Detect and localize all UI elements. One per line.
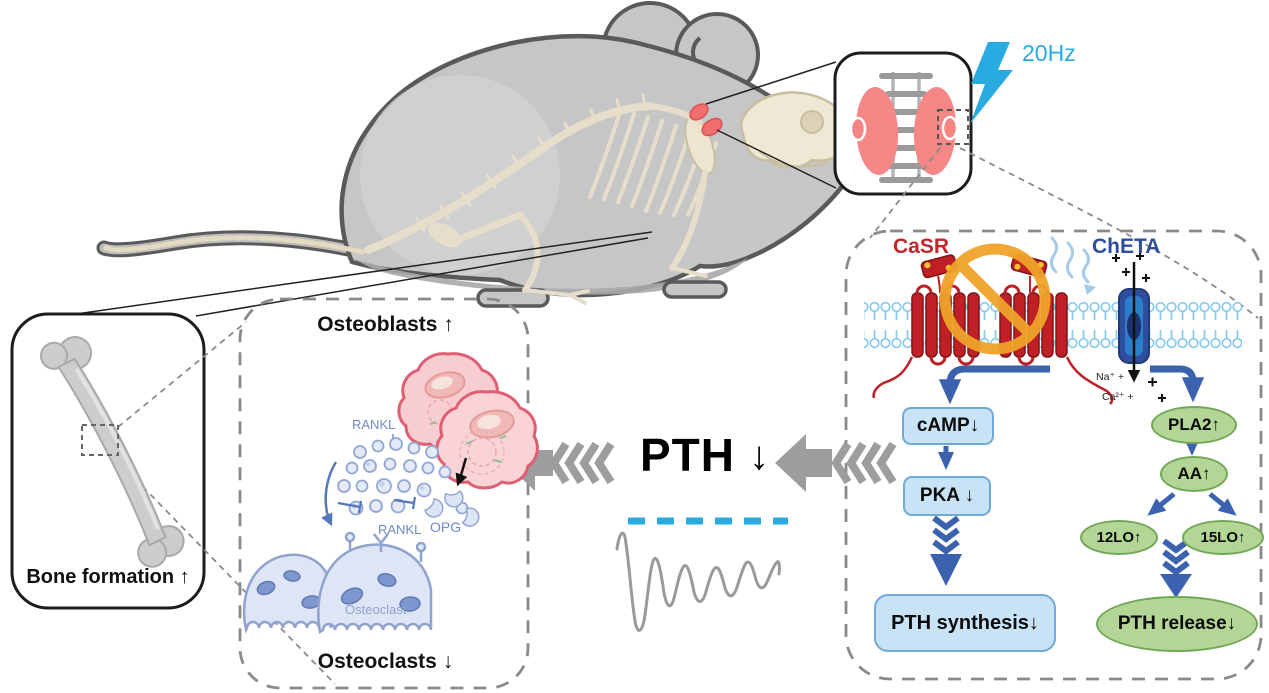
parathyroid-gland-icon [941, 115, 959, 141]
parathyroid-gland-icon [701, 117, 723, 137]
roi-box [937, 109, 969, 145]
camp-node: cAMP↓ [902, 407, 994, 445]
rankl-to-osteoclast-arrow [321, 461, 338, 527]
osteoclast-cell-icon [242, 553, 333, 634]
light-wave-icon [1049, 236, 1096, 295]
pth-waveform-trace [615, 531, 781, 632]
gray-arrow-right-group [775, 434, 897, 492]
pathway-arrow-left [938, 365, 1050, 405]
inhibition-tbar [337, 496, 417, 514]
pathway-panel-frame [844, 229, 1263, 681]
parathyroid-gland-icon [849, 116, 867, 142]
osteoblasts-label: Osteoblasts ↑ [317, 313, 454, 336]
spine [364, 102, 654, 254]
femur-bone [458, 211, 524, 242]
pka-node: PKA ↓ [903, 476, 991, 516]
lo12-node: 12LO↑ [1080, 520, 1158, 555]
mouse-illustration [96, 1, 860, 308]
lo15-node: 15LO↑ [1182, 520, 1264, 555]
cell-panel-frame [238, 297, 530, 690]
pth-text: PTH [640, 429, 735, 481]
parathyroid-gland-icon [689, 103, 709, 121]
mouse-front-foot [662, 280, 728, 299]
pth-release-node: PTH release↓ [1096, 596, 1258, 652]
tail-vertebrae [103, 235, 365, 255]
osteoblast-cell-icon [435, 390, 539, 490]
cheta-label: ChETA [1092, 235, 1161, 258]
mouse-skeleton [103, 91, 855, 305]
pathway-arrow-right [1150, 365, 1205, 403]
osteoclast-cell-icon [317, 543, 433, 635]
opg-molecule-icon [424, 490, 480, 527]
pla2-node: PLA2↑ [1151, 406, 1237, 444]
calcium-ion-label: Ca²⁺ + [1102, 391, 1134, 403]
ribs [588, 110, 718, 217]
osteoblast-to-opg-arrow [455, 457, 468, 487]
thyroid-lobe-right [913, 87, 957, 175]
lightning-bolt-icon [970, 42, 1013, 124]
prohibition-icon [939, 243, 1051, 355]
chevron-arrow-lo-to-release [1160, 538, 1192, 598]
roi-box [81, 424, 119, 456]
magnification-lines [47, 61, 837, 319]
osteoclasts-label: Osteoclasts ↓ [317, 650, 454, 673]
plus-ion-marks [1112, 252, 1166, 402]
arrow-aa-to-12lo [1147, 492, 1176, 516]
rankl-label-top: RANKL [352, 417, 396, 432]
casr-label: CaSR [893, 235, 950, 258]
chevron-arrow-pka-to-synthesis [930, 515, 962, 586]
aa-node: AA↑ [1160, 456, 1228, 492]
thyroid-lobe-left [855, 87, 899, 175]
bone-icon [40, 335, 185, 568]
bone-formation-label: Bone formation ↑ [26, 566, 190, 588]
pelvis [428, 222, 462, 248]
skull [739, 91, 852, 169]
opg-label: OPG [430, 519, 462, 535]
eye-socket [800, 110, 824, 134]
dashed-connectors [111, 147, 1259, 685]
osteoclast-cell-label: Osteoclast [345, 602, 407, 617]
rankl-label-bottom: RANKL [378, 522, 422, 537]
pth-central-label: PTH ↓ [640, 428, 769, 482]
pth-synthesis-node: PTH synthesis↓ [874, 594, 1056, 652]
arrow-aa-to-15lo [1208, 492, 1237, 516]
stimulation-frequency-label: 20Hz [1022, 40, 1076, 66]
pth-down-arrow: ↓ [749, 434, 769, 478]
gland-inset-art [849, 72, 969, 183]
sodium-ion-label: Na⁺ + [1096, 371, 1125, 383]
rank-receptor-icon [344, 531, 427, 562]
